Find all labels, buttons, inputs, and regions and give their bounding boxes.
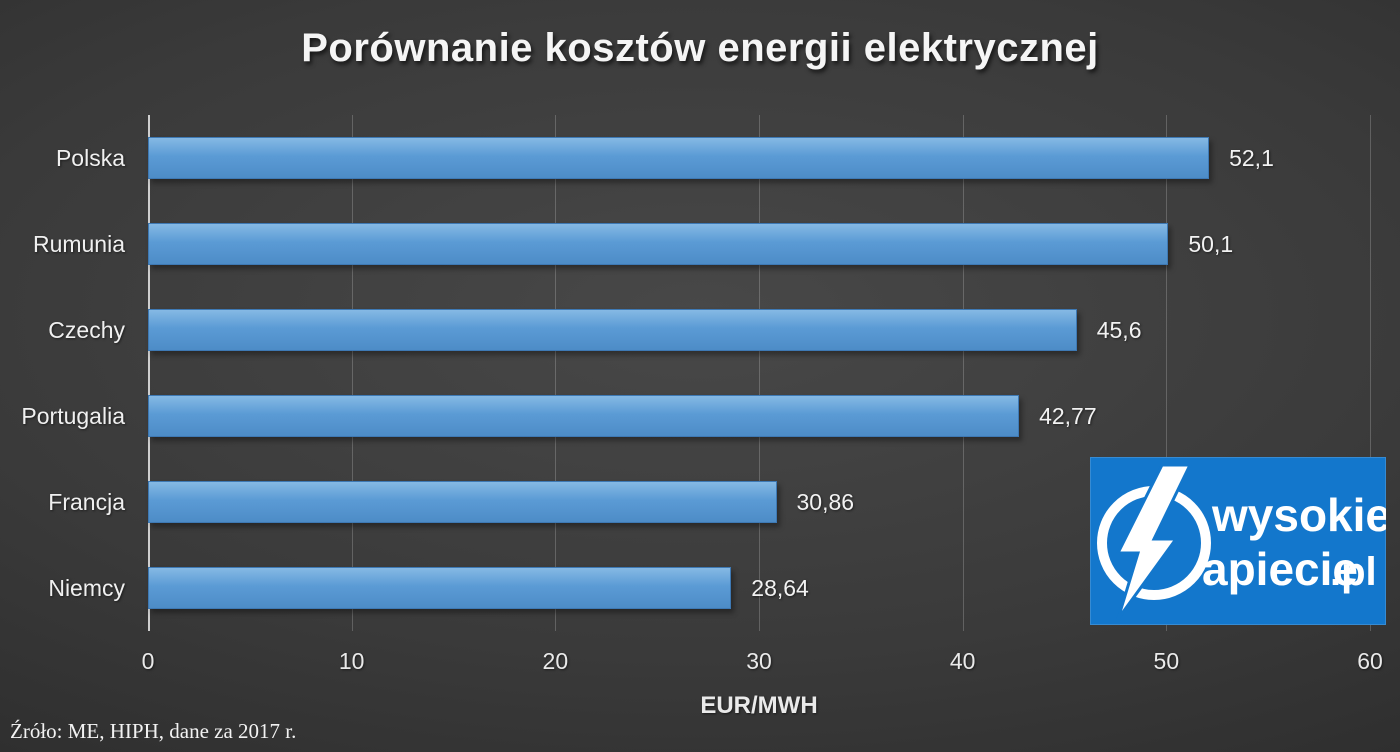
- x-axis-ticks: 0 10 20 30 40 50 60: [142, 648, 1383, 678]
- logo-graphic: wysokie apiecie .pl: [1097, 463, 1386, 620]
- bar-row: Rumunia 50,1: [33, 201, 1370, 287]
- gridline: [351, 115, 353, 631]
- bar-row: Polska 52,1: [56, 115, 1370, 201]
- category-label: Rumunia: [32, 230, 125, 257]
- x-tick-label: 40: [949, 648, 976, 674]
- bar-row: Czechy 45,6: [48, 287, 1370, 373]
- bar: [148, 309, 1077, 351]
- lightning-bolt-icon: [1115, 463, 1193, 620]
- value-label: 28,64: [751, 574, 809, 601]
- x-tick-label: 20: [542, 648, 569, 674]
- x-tick-label: 0: [141, 648, 155, 674]
- chart-title: Porównanie kosztów energii elektrycznej: [301, 26, 1099, 70]
- value-label: 52,1: [1229, 144, 1274, 171]
- gridline: [759, 115, 760, 631]
- value-label: 42,77: [1039, 402, 1097, 429]
- plot-area: Polska 52,1 Rumunia 50,1 Czechy 45,6 Portugali…: [21, 115, 1371, 631]
- x-tick-label: 60: [1357, 648, 1383, 674]
- bar: [148, 567, 732, 609]
- value-label: 50,1: [1188, 230, 1234, 257]
- category-label: Niemcy: [48, 574, 125, 601]
- logo-text-suffix: .pl: [1330, 550, 1377, 594]
- category-label: Polska: [55, 144, 125, 171]
- logo-text-line1: wysokie: [1211, 489, 1386, 541]
- gridline: [1166, 115, 1168, 631]
- logo-wysokienapiecie: wysokie apiecie .pl: [1090, 457, 1386, 625]
- value-label: 45,6: [1096, 316, 1142, 343]
- bar: [148, 395, 1020, 437]
- value-label: 30,86: [796, 488, 855, 515]
- category-label: Portugalia: [21, 402, 125, 429]
- bars: Polska 52,1 Rumunia 50,1 Czechy 45,6 Portugali…: [21, 115, 1370, 631]
- x-tick-label: 30: [746, 648, 772, 674]
- y-axis-line: [148, 115, 150, 631]
- bar-row: Francja 30,86: [48, 459, 1370, 545]
- category-label: Czechy: [48, 316, 125, 343]
- gridline: [555, 115, 557, 631]
- bar: [148, 481, 777, 523]
- bar-row: Niemcy 28,64: [48, 545, 1370, 631]
- x-tick-label: 10: [338, 648, 365, 674]
- gridline: [1370, 115, 1371, 631]
- bar-row: Portugalia 42,77: [21, 373, 1370, 459]
- logo-text-line2: apiecie: [1202, 543, 1358, 595]
- x-axis-title: EUR/MWH: [700, 692, 818, 719]
- bar: [148, 137, 1210, 179]
- category-label: Francja: [48, 488, 125, 515]
- source-note: Źróło: ME, HIPH, dane za 2017 r.: [10, 719, 297, 743]
- x-tick-label: 50: [1153, 648, 1180, 674]
- gridline: [962, 115, 964, 631]
- bar: [148, 223, 1169, 265]
